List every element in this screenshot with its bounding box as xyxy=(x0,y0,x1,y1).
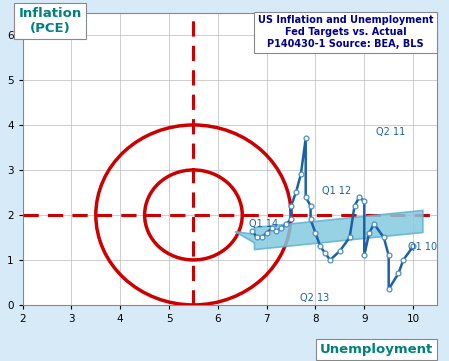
Text: Q1 12: Q1 12 xyxy=(322,186,351,196)
Text: US Inflation and Unemployment
Fed Targets vs. Actual
P140430-1 Source: BEA, BLS: US Inflation and Unemployment Fed Target… xyxy=(258,16,433,49)
Text: Q1 14: Q1 14 xyxy=(249,219,278,229)
Text: Inflation
(PCE): Inflation (PCE) xyxy=(18,6,82,35)
Text: Q2 11: Q2 11 xyxy=(375,127,405,137)
Text: Unemployment: Unemployment xyxy=(320,343,433,356)
Text: Q2 13: Q2 13 xyxy=(300,293,329,303)
Polygon shape xyxy=(235,210,423,249)
Text: Q1 10: Q1 10 xyxy=(408,243,437,252)
